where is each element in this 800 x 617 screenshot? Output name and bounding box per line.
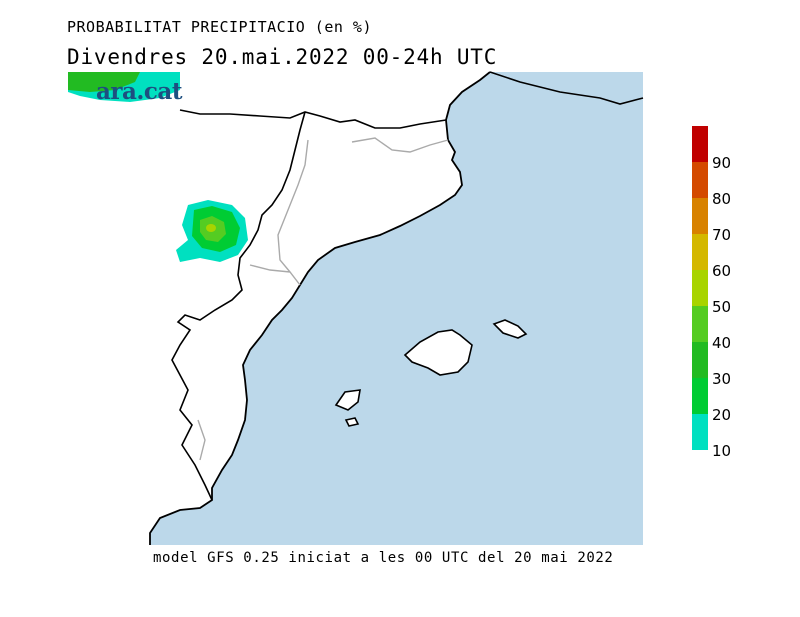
- map-date: Divendres 20.mai.2022 00-24h UTC: [67, 45, 498, 69]
- legend-swatch-80: [692, 162, 708, 198]
- legend-swatch-20: [692, 378, 708, 414]
- probability-blob-west-peak: [206, 224, 216, 232]
- ibiza: [334, 389, 361, 411]
- legend-swatch-10: [692, 414, 708, 450]
- legend-tick-40: 40: [712, 334, 732, 352]
- legend-tick-20: 20: [712, 406, 732, 424]
- legend-swatch-60: [692, 234, 708, 270]
- legend-tick-60: 60: [712, 262, 732, 280]
- legend-tick-70: 70: [712, 226, 732, 244]
- formentera: [344, 417, 360, 427]
- legend-tick-90: 90: [712, 154, 732, 172]
- menorca: [492, 319, 528, 339]
- legend-tick-30: 30: [712, 370, 732, 388]
- western-border: [171, 111, 306, 501]
- legend-swatch-70: [692, 198, 708, 234]
- legend-swatch-50: [692, 270, 708, 306]
- northern-border: [179, 71, 644, 129]
- color-legend: [692, 126, 708, 450]
- legend-swatch-40: [692, 306, 708, 342]
- legend-tick-80: 80: [712, 190, 732, 208]
- legend-swatch-30: [692, 342, 708, 378]
- legend-swatch-90: [692, 126, 708, 162]
- probability-blob-northwest-inner: [68, 72, 140, 92]
- sea-area: [150, 72, 643, 545]
- brand-logo: ara.cat: [96, 78, 182, 105]
- mallorca: [403, 329, 473, 376]
- legend-tick-10: 10: [712, 442, 732, 460]
- legend-tick-50: 50: [712, 298, 732, 316]
- map-title: PROBABILITAT PRECIPITACIO (en %): [67, 18, 372, 36]
- model-info: model GFS 0.25 iniciat a les 00 UTC del …: [153, 550, 614, 566]
- internal-borders: [197, 137, 449, 461]
